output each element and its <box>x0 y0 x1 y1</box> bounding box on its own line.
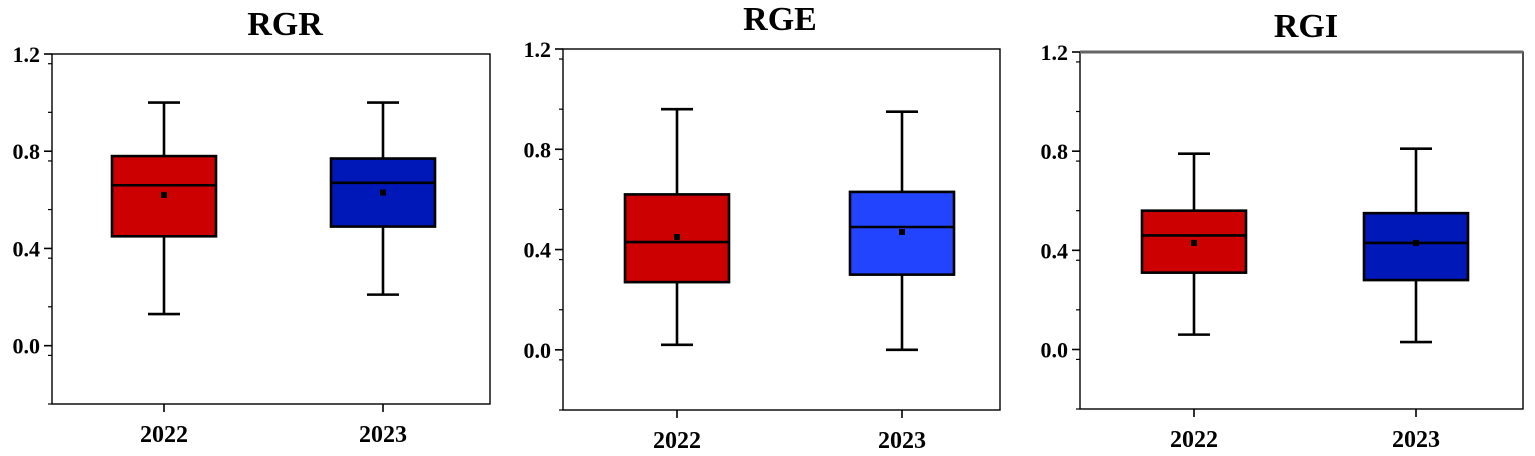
iqr-box <box>1362 211 1470 282</box>
y-tick-label: 0.4 <box>1041 238 1069 263</box>
y-tick-label: 0.8 <box>524 137 552 162</box>
chart-panel-rgr: RGR 0.0 0.4 0.8 1.2 2022 2023 <box>13 6 491 448</box>
y-tick-label: 0.4 <box>13 236 41 261</box>
y-tick-label: 0.4 <box>524 238 552 263</box>
x-category-label: 2022 <box>1170 427 1218 453</box>
chart-title: RGI <box>1274 8 1338 45</box>
box-2022 <box>1140 152 1248 336</box>
box-2023 <box>1362 147 1470 344</box>
mean-marker <box>1413 239 1419 246</box>
chart-panel-rge: RGE 0.0 0.4 0.8 1.2 2022 2023 <box>524 1 1001 454</box>
x-category-label: 2023 <box>878 428 926 454</box>
mean-marker <box>674 234 680 241</box>
chart-panel-rgi: RGI 0.0 0.4 0.8 1.2 2022 2023 <box>1041 8 1524 453</box>
mean-marker <box>1191 239 1197 246</box>
y-tick-label: 0.0 <box>1041 338 1069 363</box>
x-category-label: 2023 <box>1392 427 1440 453</box>
box-2023 <box>329 101 437 296</box>
x-category-label: 2022 <box>653 428 701 454</box>
y-tick-label: 0.0 <box>13 334 41 359</box>
y-tick-label: 1.2 <box>524 37 552 62</box>
plot-frame <box>562 48 1001 411</box>
chart-title: RGE <box>743 1 817 38</box>
mean-marker <box>161 191 167 198</box>
x-category-label: 2022 <box>140 422 188 448</box>
mean-marker <box>380 189 386 196</box>
chart-title: RGR <box>247 6 323 43</box>
box-2023 <box>848 110 956 352</box>
plot-frame <box>51 53 491 405</box>
mean-marker <box>899 229 905 236</box>
y-tick-label: 0.0 <box>524 338 552 363</box>
box-2022 <box>110 101 218 316</box>
box-2022 <box>623 107 731 347</box>
x-category-label: 2023 <box>359 422 407 448</box>
y-tick-label: 0.8 <box>13 139 41 164</box>
y-tick-label: 1.2 <box>1041 40 1069 65</box>
y-tick-label: 1.2 <box>13 42 41 67</box>
iqr-box <box>1140 209 1248 274</box>
y-tick-label: 0.8 <box>1041 139 1069 164</box>
